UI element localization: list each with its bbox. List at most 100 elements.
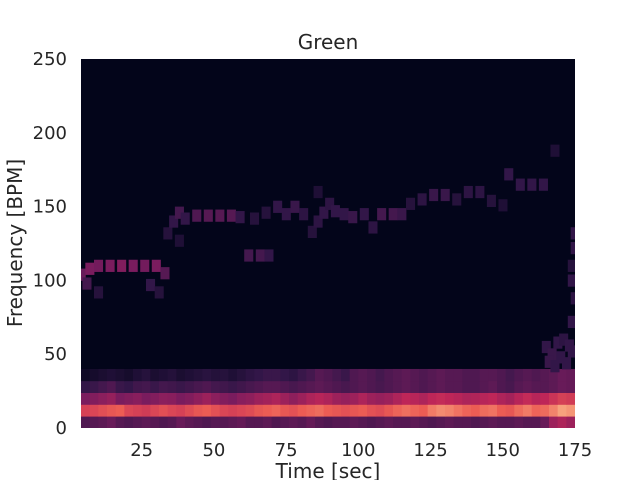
heatmap-cell (141, 416, 151, 428)
heatmap-cell (341, 380, 351, 393)
heatmap-cell (570, 292, 575, 305)
heatmap-cell (115, 392, 125, 405)
heatmap-cell (566, 416, 575, 428)
heatmap-cell (237, 380, 247, 393)
heatmap-cell (419, 416, 429, 428)
heatmap-cell (471, 404, 481, 417)
x-axis-label: Time [sec] (275, 459, 381, 480)
heatmap-cell (417, 193, 427, 206)
heatmap-cell (81, 392, 91, 405)
heatmap-cell (133, 380, 143, 393)
heatmap-cell (401, 416, 411, 428)
heatmap-cell (566, 368, 575, 382)
heatmap-cell (488, 404, 498, 417)
heatmap-cell (419, 392, 429, 405)
heatmap-cell (89, 392, 99, 405)
heatmap-cell (505, 368, 515, 382)
heatmap-cell (297, 368, 307, 382)
heatmap-cell (479, 380, 489, 393)
heatmap-cell (263, 380, 273, 393)
heatmap-cell (133, 368, 143, 382)
heatmap-cell (237, 416, 247, 428)
heatmap-cell (445, 404, 455, 417)
heatmap-cell (107, 416, 117, 428)
heatmap-cell (462, 368, 472, 382)
heatmap-cell (211, 392, 221, 405)
heatmap-cell (557, 392, 567, 405)
heatmap-cell (193, 404, 203, 417)
heatmap-cell (159, 392, 169, 405)
heatmap-cell (167, 392, 177, 405)
heatmap-cell (306, 368, 316, 382)
heatmap-cell (575, 393, 584, 405)
heatmap-cell (540, 392, 550, 405)
heatmap-cell (497, 416, 507, 428)
heatmap-cell (271, 392, 281, 405)
heatmap-cell (575, 416, 584, 428)
heatmap-cell (98, 416, 108, 428)
heatmap-cell (124, 416, 134, 428)
heatmap-cell (281, 208, 291, 221)
heatmap-cell (368, 221, 378, 234)
heatmap-cell (488, 368, 498, 382)
heatmap-cell (332, 392, 342, 405)
heatmap-cell (185, 404, 195, 417)
heatmap-cell (410, 392, 420, 405)
heatmap-cell (505, 416, 515, 428)
heatmap-cell (349, 368, 359, 382)
heatmap-cell (202, 368, 212, 382)
heatmap-cell (553, 336, 563, 349)
heatmap-cell (429, 188, 439, 202)
heatmap-cell (245, 416, 255, 428)
heatmap-cell (280, 404, 290, 417)
heatmap-cell (193, 380, 203, 393)
heatmap-cell (479, 392, 489, 405)
heatmap-cell (81, 404, 91, 417)
heatmap-cell (427, 380, 437, 393)
y-tick-label: 50 (44, 344, 67, 365)
heatmap-cell (377, 208, 387, 221)
heatmap-cell (566, 404, 575, 417)
heatmap-cell (332, 404, 342, 417)
heatmap-cell (306, 416, 316, 428)
heatmap-cell (367, 392, 377, 405)
heatmap-cell (263, 392, 273, 405)
heatmap-cell (401, 368, 411, 382)
heatmap-cell (211, 368, 221, 382)
x-tick-label: 75 (275, 440, 298, 461)
heatmap-cell (124, 392, 134, 405)
x-axis-ticks: 25 50 75 100 125 150 175 (130, 440, 592, 461)
heatmap-cell (375, 416, 385, 428)
heatmap-cell (570, 242, 575, 255)
heatmap-cell (128, 259, 138, 272)
heatmap-cell (419, 368, 429, 382)
heatmap-cell (315, 404, 325, 417)
heatmap-cell (367, 380, 377, 393)
heatmap-cell (349, 380, 359, 393)
heatmap-cell (531, 404, 541, 417)
heatmap-cell (315, 380, 325, 393)
heatmap-cell (271, 368, 281, 382)
heatmap-cell (375, 392, 385, 405)
heatmap-cell (289, 416, 299, 428)
heatmap-cell (141, 368, 151, 382)
heatmap-cell (505, 392, 515, 405)
heatmap-cell (549, 404, 559, 417)
heatmap-cell (419, 380, 429, 393)
heatmap-cell (540, 416, 550, 428)
chart-title: Green (298, 30, 359, 54)
heatmap-cell (319, 206, 329, 219)
heatmap-cell (141, 380, 151, 393)
heatmap-cell (323, 416, 333, 428)
heatmap-cell (219, 416, 229, 428)
heatmap-cell (556, 351, 566, 364)
heatmap-cell (176, 368, 186, 382)
heatmap-cell (211, 404, 221, 417)
heatmap-cell (89, 380, 99, 393)
heatmap-cell (150, 404, 160, 417)
heatmap-cell (211, 380, 221, 393)
heatmap-cell (504, 168, 514, 181)
heatmap-cell (397, 208, 407, 221)
heatmap-cell (159, 404, 169, 417)
heatmap-cell (514, 380, 524, 393)
